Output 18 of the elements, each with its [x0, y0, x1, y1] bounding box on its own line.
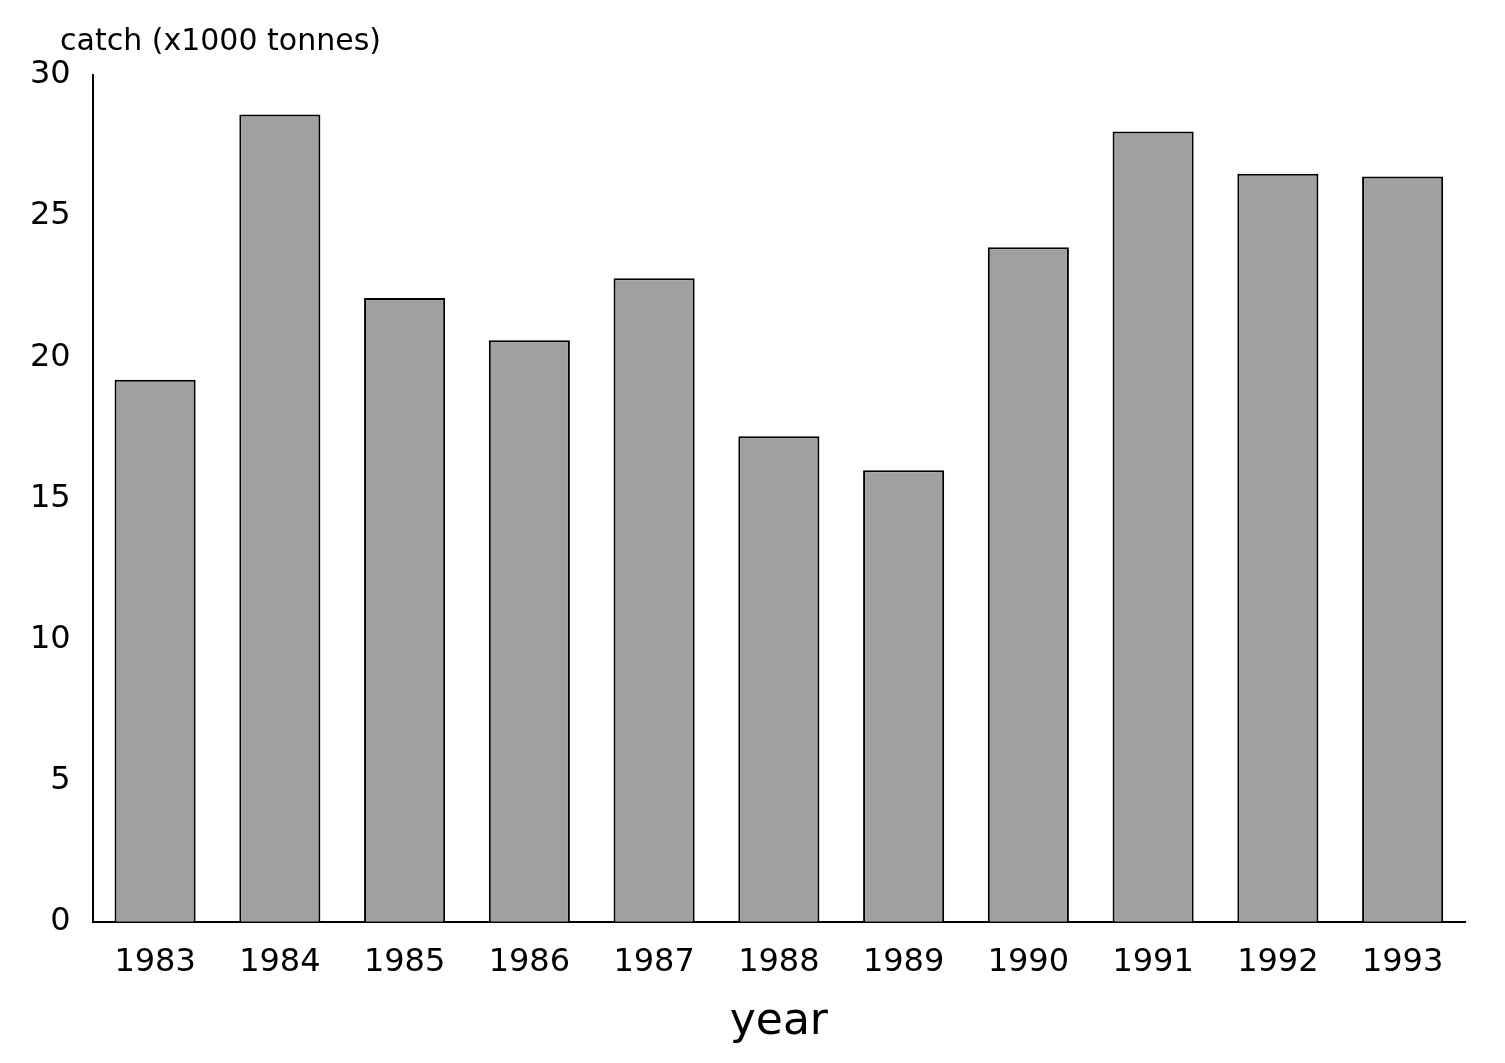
y-tick-label: 15: [30, 476, 71, 515]
x-tick-label: 1987: [613, 941, 695, 980]
x-axis-title: year: [729, 993, 829, 1045]
x-tick-label: 1989: [862, 941, 945, 980]
x-tick-label: 1985: [363, 941, 446, 980]
x-tick-label: 1992: [1237, 941, 1319, 980]
x-tick-label: 1993: [1361, 941, 1444, 980]
x-tick-label: 1986: [488, 941, 571, 980]
x-tick-label: 1984: [239, 941, 321, 980]
y-tick-label: 25: [30, 194, 71, 233]
y-tick-label: 5: [50, 758, 71, 797]
x-tick-label: 1990: [987, 941, 1070, 980]
y-tick-label: 20: [30, 335, 71, 374]
x-tick-label: 1991: [1112, 941, 1194, 980]
y-tick-label: 0: [50, 900, 71, 939]
x-tick-label: 1988: [738, 941, 820, 980]
x-tick-label: 1983: [114, 941, 196, 980]
y-tick-label: 10: [30, 617, 71, 656]
